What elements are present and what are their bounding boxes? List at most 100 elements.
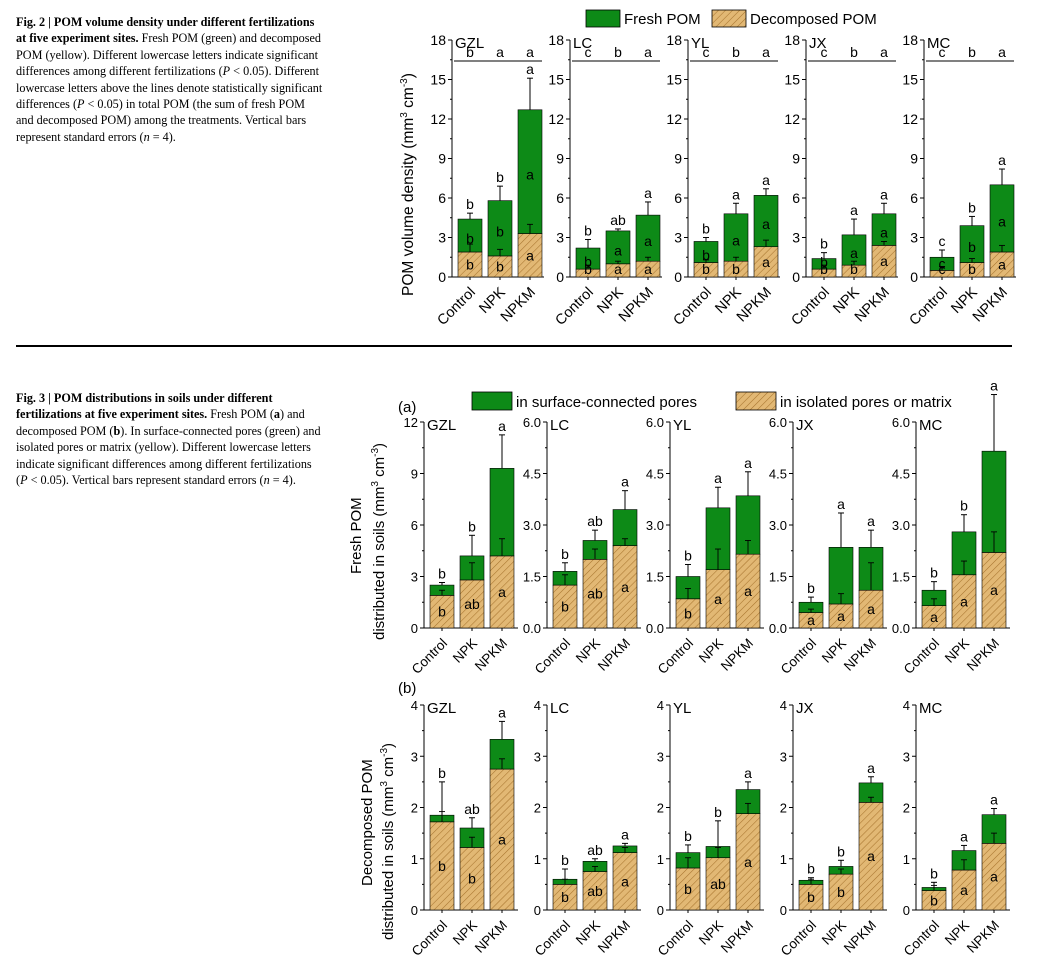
y-tick-label: 3 xyxy=(792,230,800,246)
letter-bottom: a xyxy=(762,254,770,270)
fig2-caption-text: Fresh POM (green) and decomposed POM (ye… xyxy=(16,31,321,79)
fig3-caption-p: P xyxy=(20,473,28,488)
site-label: YL xyxy=(673,700,691,717)
letter-bottom: a xyxy=(526,247,534,263)
legend-swatch-isolated xyxy=(735,391,777,411)
category-label: NPKM xyxy=(718,636,756,674)
category-label: Control xyxy=(532,636,573,677)
letter-bottom: a xyxy=(998,256,1006,272)
fig2-legend: Fresh POM Decomposed POM xyxy=(585,9,877,28)
fig3-caption-text5: = 4). xyxy=(269,473,296,488)
letter-top: c xyxy=(939,255,946,271)
legend-label-fresh: Fresh POM xyxy=(624,11,701,28)
letter-bottom: b xyxy=(561,889,569,905)
letter-total: b xyxy=(438,765,446,781)
y-tick-label: 6 xyxy=(910,190,918,206)
letter-bottom: a xyxy=(621,579,629,595)
y-tick-label: 3.0 xyxy=(769,518,787,533)
letter-total: b xyxy=(807,580,815,596)
letter-top: b xyxy=(702,247,710,263)
fig3-legend: in surface-connected pores in isolated p… xyxy=(471,391,952,411)
bar-bottom xyxy=(798,884,824,911)
y-tick-label: 9 xyxy=(411,467,418,482)
letter-total: b xyxy=(561,852,569,868)
letter-total: a xyxy=(526,61,534,77)
y-tick-label: 1.5 xyxy=(769,570,787,585)
y-tick-label: 12 xyxy=(548,111,564,127)
letter-bottom: b xyxy=(684,605,692,621)
letter-top: b xyxy=(968,239,976,255)
letter-total: a xyxy=(837,496,845,512)
bar-bottom xyxy=(858,589,884,629)
letter-total: a xyxy=(960,828,968,844)
letter-bottom: a xyxy=(837,608,845,624)
category-label: NPKM xyxy=(472,636,510,674)
bar-bottom xyxy=(552,584,578,629)
category-label: NPKM xyxy=(852,285,893,326)
letter-bottom: a xyxy=(867,601,875,617)
letter-total: a xyxy=(990,792,998,808)
letter-bottom: b xyxy=(561,599,569,615)
y-tick-label: 3.0 xyxy=(892,518,910,533)
site-label: LC xyxy=(550,417,569,434)
letter-bottom: b xyxy=(584,261,592,277)
letter-total: b xyxy=(807,861,815,877)
letter-bottom: b xyxy=(968,261,976,277)
letter-bottom: b xyxy=(496,258,504,274)
legend-label-surface: in surface-connected pores xyxy=(516,394,697,411)
fig3-caption-a: a xyxy=(273,407,281,422)
bar-top xyxy=(635,214,661,262)
y-tick-label: 3.0 xyxy=(646,518,664,533)
y-tick-label: 0 xyxy=(674,269,682,285)
fig3-caption-b: b xyxy=(113,423,121,438)
site-label: GZL xyxy=(455,35,484,52)
y-tick-label: 1.5 xyxy=(523,570,541,585)
y-tick-label: 4 xyxy=(657,698,664,713)
y-tick-label: 15 xyxy=(430,72,446,88)
fig3-caption-label: Fig. 3 | POM distributions in soils unde… xyxy=(16,391,273,422)
letter-bottom: ab xyxy=(587,883,603,899)
letter-bottom: a xyxy=(744,583,752,599)
y-tick-label: 3 xyxy=(780,749,787,764)
category-label: NPKM xyxy=(498,285,539,326)
legend-swatch-surface xyxy=(471,391,513,411)
y-tick-label: 3 xyxy=(674,230,682,246)
letter-bottom: a xyxy=(960,882,968,898)
category-label: Control xyxy=(409,918,450,959)
letter-total: a xyxy=(621,474,629,490)
y-tick-label: 1.5 xyxy=(646,570,664,585)
legend-swatch-fresh xyxy=(585,9,621,28)
letter-total: a xyxy=(498,418,506,434)
y-tick-label: 12 xyxy=(430,111,446,127)
bar-bottom xyxy=(735,813,761,911)
y-tick-label: 6.0 xyxy=(523,415,541,430)
y-tick-label: 18 xyxy=(548,32,564,48)
category-label: NPKM xyxy=(472,918,510,956)
y-tick-label: 3 xyxy=(903,749,910,764)
letter-bottom: a xyxy=(744,854,752,870)
letter-top: a xyxy=(850,245,858,261)
letter-bottom: a xyxy=(644,261,652,277)
category-label: NPKM xyxy=(841,636,879,674)
site-label: MC xyxy=(919,700,942,717)
bar-top xyxy=(841,234,867,266)
y-tick-label: 6.0 xyxy=(892,415,910,430)
site-label: JX xyxy=(796,417,814,434)
letter-bottom: ab xyxy=(710,876,726,892)
fig3b-ylabel-line2: distributed in soils (mm3 cm-3) xyxy=(379,743,397,940)
letter-bottom: b xyxy=(684,881,692,897)
y-tick-label: 3 xyxy=(411,749,418,764)
fig3-caption-text3: ). In surface-connected pores (green) an… xyxy=(16,423,321,488)
letter-bottom: a xyxy=(867,848,875,864)
y-tick-label: 0 xyxy=(438,269,446,285)
letter-bottom: a xyxy=(807,612,815,628)
letter-top: a xyxy=(998,213,1006,229)
y-tick-label: 0 xyxy=(657,903,664,918)
category-label: NPKM xyxy=(616,285,657,326)
